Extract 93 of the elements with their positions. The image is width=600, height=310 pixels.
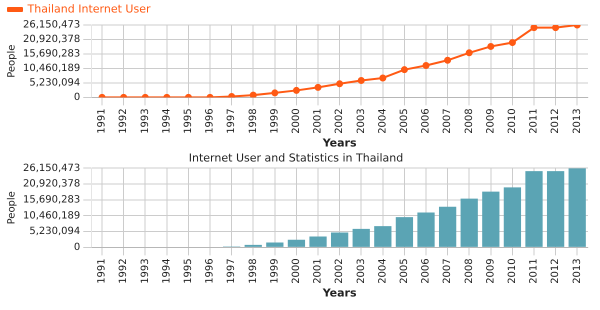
x-tick-label: 1991 [96,108,108,134]
y-tick-label: 20,920,378 [22,178,80,190]
y-tick-label: 5,230,094 [29,77,80,88]
x-tick-label: 2007 [442,258,454,284]
x-tick-label: 2009 [485,108,496,134]
y-tick-label: 10,460,189 [22,210,80,222]
bar [288,240,306,247]
x-tick-label: 1992 [118,258,130,284]
point [336,80,344,88]
y-tick-label: 5,230,094 [29,226,80,238]
chart-title: Internet User and Statistics in Thailand [188,151,404,164]
bar [352,228,370,247]
y-tick-label: 20,920,378 [22,34,80,46]
x-tick-label: 1992 [118,108,130,134]
x-tick-label: 2005 [399,258,410,284]
y-axis-title: People [6,191,18,224]
y-tick-label: 26,150,473 [22,20,80,31]
point [422,62,430,70]
bar [417,212,435,247]
x-tick-label: 1997 [226,108,238,134]
x-tick-label: 1996 [204,108,216,134]
x-axis-title: Years [322,136,357,150]
x-tick-label: 2008 [464,108,475,134]
x-tick-label: 2013 [572,258,583,284]
x-tick-label: 2003 [356,108,367,134]
y-tick-label: 0 [74,242,80,253]
x-tick-label: 2011 [528,258,540,284]
y-tick-label: 0 [74,92,80,103]
x-tick-label: 1998 [248,108,259,134]
x-tick-label: 2002 [334,108,346,134]
y-tick-label: 10,460,189 [22,63,80,74]
x-tick-label: 1995 [183,108,194,134]
point [487,42,494,50]
x-tick-label: 2007 [442,108,454,134]
x-tick-label: 2009 [485,258,496,284]
point [552,25,560,32]
y-tick-label: 15,690,283 [22,194,80,206]
x-tick-label: 2011 [528,108,540,134]
x-tick-label: 2005 [399,108,410,134]
point [466,49,473,56]
bar [438,206,456,247]
x-tick-label: 2012 [550,108,562,134]
x-tick-label: 2000 [291,108,302,134]
point [379,74,386,82]
bar [546,171,564,247]
x-tick-label: 2013 [572,108,583,134]
x-tick-label: 2010 [507,108,518,134]
x-axis-title: Years [322,286,357,300]
x-tick-label: 1993 [140,258,151,284]
x-tick-label: 2000 [291,258,302,284]
bar [482,192,500,247]
point [444,56,452,64]
x-tick-label: 1993 [140,108,151,134]
legend-label: Thailand Internet User [26,2,151,16]
bar [396,217,414,247]
point [358,76,365,84]
x-tick-label: 2006 [420,258,432,284]
x-tick-label: 1999 [269,258,280,284]
x-tick-label: 1994 [161,108,172,134]
x-tick-label: 2003 [356,258,367,284]
x-tick-label: 2008 [464,258,475,284]
x-tick-label: 1996 [204,258,216,284]
point [292,86,300,94]
point [508,39,516,46]
point [314,84,322,91]
bar [525,171,543,247]
x-tick-label: 2004 [377,108,388,134]
x-tick-label: 1991 [96,258,108,284]
x-tick-label: 2004 [377,258,388,284]
x-tick-label: 2010 [507,258,518,284]
point [530,25,538,32]
x-tick-label: 2006 [420,108,432,134]
bar [460,198,478,247]
y-tick-label: 15,690,283 [22,48,80,60]
x-tick-label: 2001 [312,258,324,284]
x-tick-label: 1994 [161,258,172,284]
bar [309,236,327,247]
x-tick-label: 2012 [550,258,562,284]
x-tick-label: 1997 [226,258,238,284]
bar [330,232,348,247]
y-axis-title: People [6,44,18,78]
point [271,89,278,96]
bar [374,226,392,247]
y-tick-label: 26,150,473 [22,162,80,174]
bar [266,242,284,247]
x-tick-label: 1995 [183,258,194,284]
point [250,92,257,98]
bar [504,187,522,247]
point [400,66,408,74]
x-tick-label: 1998 [248,258,259,284]
x-tick-label: 2002 [334,258,346,284]
x-tick-label: 1999 [269,108,280,134]
x-tick-label: 2001 [312,108,324,134]
